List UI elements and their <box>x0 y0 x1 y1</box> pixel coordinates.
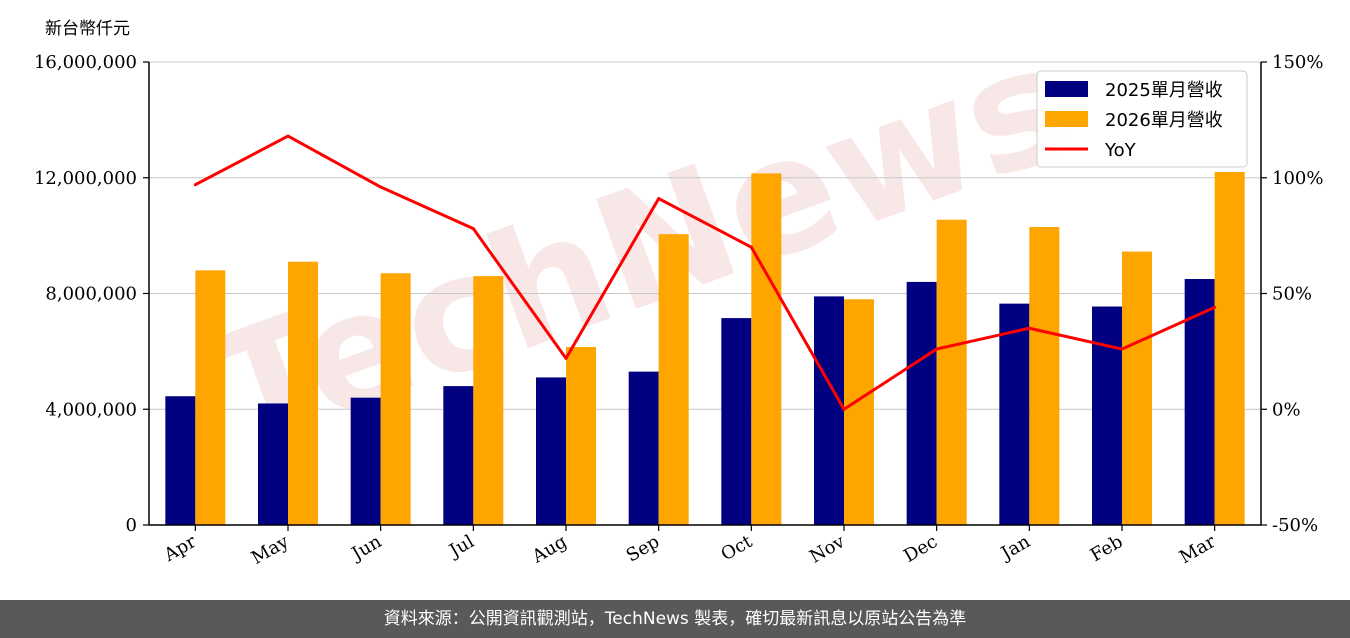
bar-2026-sep <box>658 234 689 525</box>
yoy-point-mar <box>1213 305 1217 309</box>
grid-lines <box>149 61 1261 410</box>
bar-2026-apr <box>195 270 226 525</box>
bar-2025-may <box>258 403 288 525</box>
bar-2026-nov <box>844 299 874 525</box>
bar-2026-feb <box>1122 251 1152 525</box>
legend-label: YoY <box>1104 140 1137 161</box>
y2-tick-label: 100% <box>1272 168 1323 189</box>
yoy-point-jun <box>379 185 383 189</box>
x-tick-label: Jan <box>996 531 1034 565</box>
bar-2025-jun <box>350 397 381 525</box>
bar-2026-jun <box>380 273 411 525</box>
x-tick-label: Jun <box>347 531 386 566</box>
legend-label: 2026單月營收 <box>1105 110 1223 131</box>
yoy-point-sep <box>657 197 661 201</box>
bar-2026-jul <box>473 276 504 525</box>
x-tick-label: Nov <box>806 531 849 568</box>
x-tick-label: Jul <box>444 531 478 563</box>
yoy-line-path <box>194 134 1216 411</box>
y-tick-label: 12,000,000 <box>34 168 137 189</box>
yoy-line <box>193 134 1217 411</box>
bar-2025-dec <box>906 281 937 525</box>
y-tick-label: 0 <box>126 515 137 536</box>
legend-swatch <box>1045 111 1088 127</box>
bar-2026-oct <box>751 173 782 526</box>
bar-2026-mar <box>1214 171 1245 525</box>
bar-2025-aug <box>536 377 566 525</box>
y2-tick-label: 150% <box>1272 52 1323 73</box>
yoy-point-jul <box>471 227 475 231</box>
bar-2025-oct <box>721 318 752 525</box>
y2-tick-label: 50% <box>1272 284 1312 305</box>
bar-2025-jan <box>999 303 1030 525</box>
yoy-point-oct <box>749 245 753 249</box>
x-tick-label: Oct <box>718 531 757 566</box>
legend-label: 2025單月營收 <box>1105 80 1223 101</box>
x-tick-label: Aug <box>528 531 571 568</box>
bar-2026-dec <box>936 219 967 525</box>
bar-2026-may <box>288 261 318 525</box>
bar-2025-feb <box>1092 306 1122 525</box>
legend: 2025單月營收 2026單月營收 YoY <box>1036 70 1248 168</box>
y-tick-label: 8,000,000 <box>45 284 137 305</box>
y-tick-label: 16,000,000 <box>34 52 137 73</box>
legend-swatch <box>1045 81 1088 97</box>
x-tick-label: Sep <box>623 531 663 566</box>
bar-2026-aug <box>566 347 596 525</box>
yoy-point-jan <box>1027 326 1031 330</box>
x-tick-label: Mar <box>1176 531 1220 568</box>
yoy-point-nov <box>842 407 846 411</box>
yoy-point-may <box>286 134 290 138</box>
bar-2025-sep <box>628 371 659 525</box>
revenue-chart: TechNews 04,000,0008,000,00012,000,00016… <box>34 8 1324 569</box>
y-tick-label: 4,000,000 <box>45 399 137 420</box>
x-tick-label: Apr <box>160 531 200 566</box>
y2-tick-label: 0% <box>1272 399 1301 420</box>
bars <box>165 171 1245 526</box>
x-tick-label: Feb <box>1087 531 1127 566</box>
yoy-point-feb <box>1120 347 1124 351</box>
bar-2025-mar <box>1184 279 1215 525</box>
bar-2025-jul <box>443 386 474 525</box>
x-tick-label: Dec <box>900 531 941 567</box>
yoy-point-dec <box>935 347 939 351</box>
y-axis-unit-label: 新台幣仟元 <box>45 19 130 39</box>
bar-2025-nov <box>814 296 844 525</box>
yoy-point-aug <box>564 356 568 360</box>
yoy-point-apr <box>193 183 197 187</box>
x-tick-label: May <box>248 531 293 569</box>
legend-box <box>1036 70 1248 168</box>
footer-source-note: 資料來源：公開資訊觀測站，TechNews 製表，確切最新訊息以原站公告為準 <box>0 600 1350 638</box>
bar-2026-jan <box>1029 226 1060 525</box>
bar-2025-apr <box>165 396 196 525</box>
y2-tick-label: -50% <box>1272 515 1318 536</box>
